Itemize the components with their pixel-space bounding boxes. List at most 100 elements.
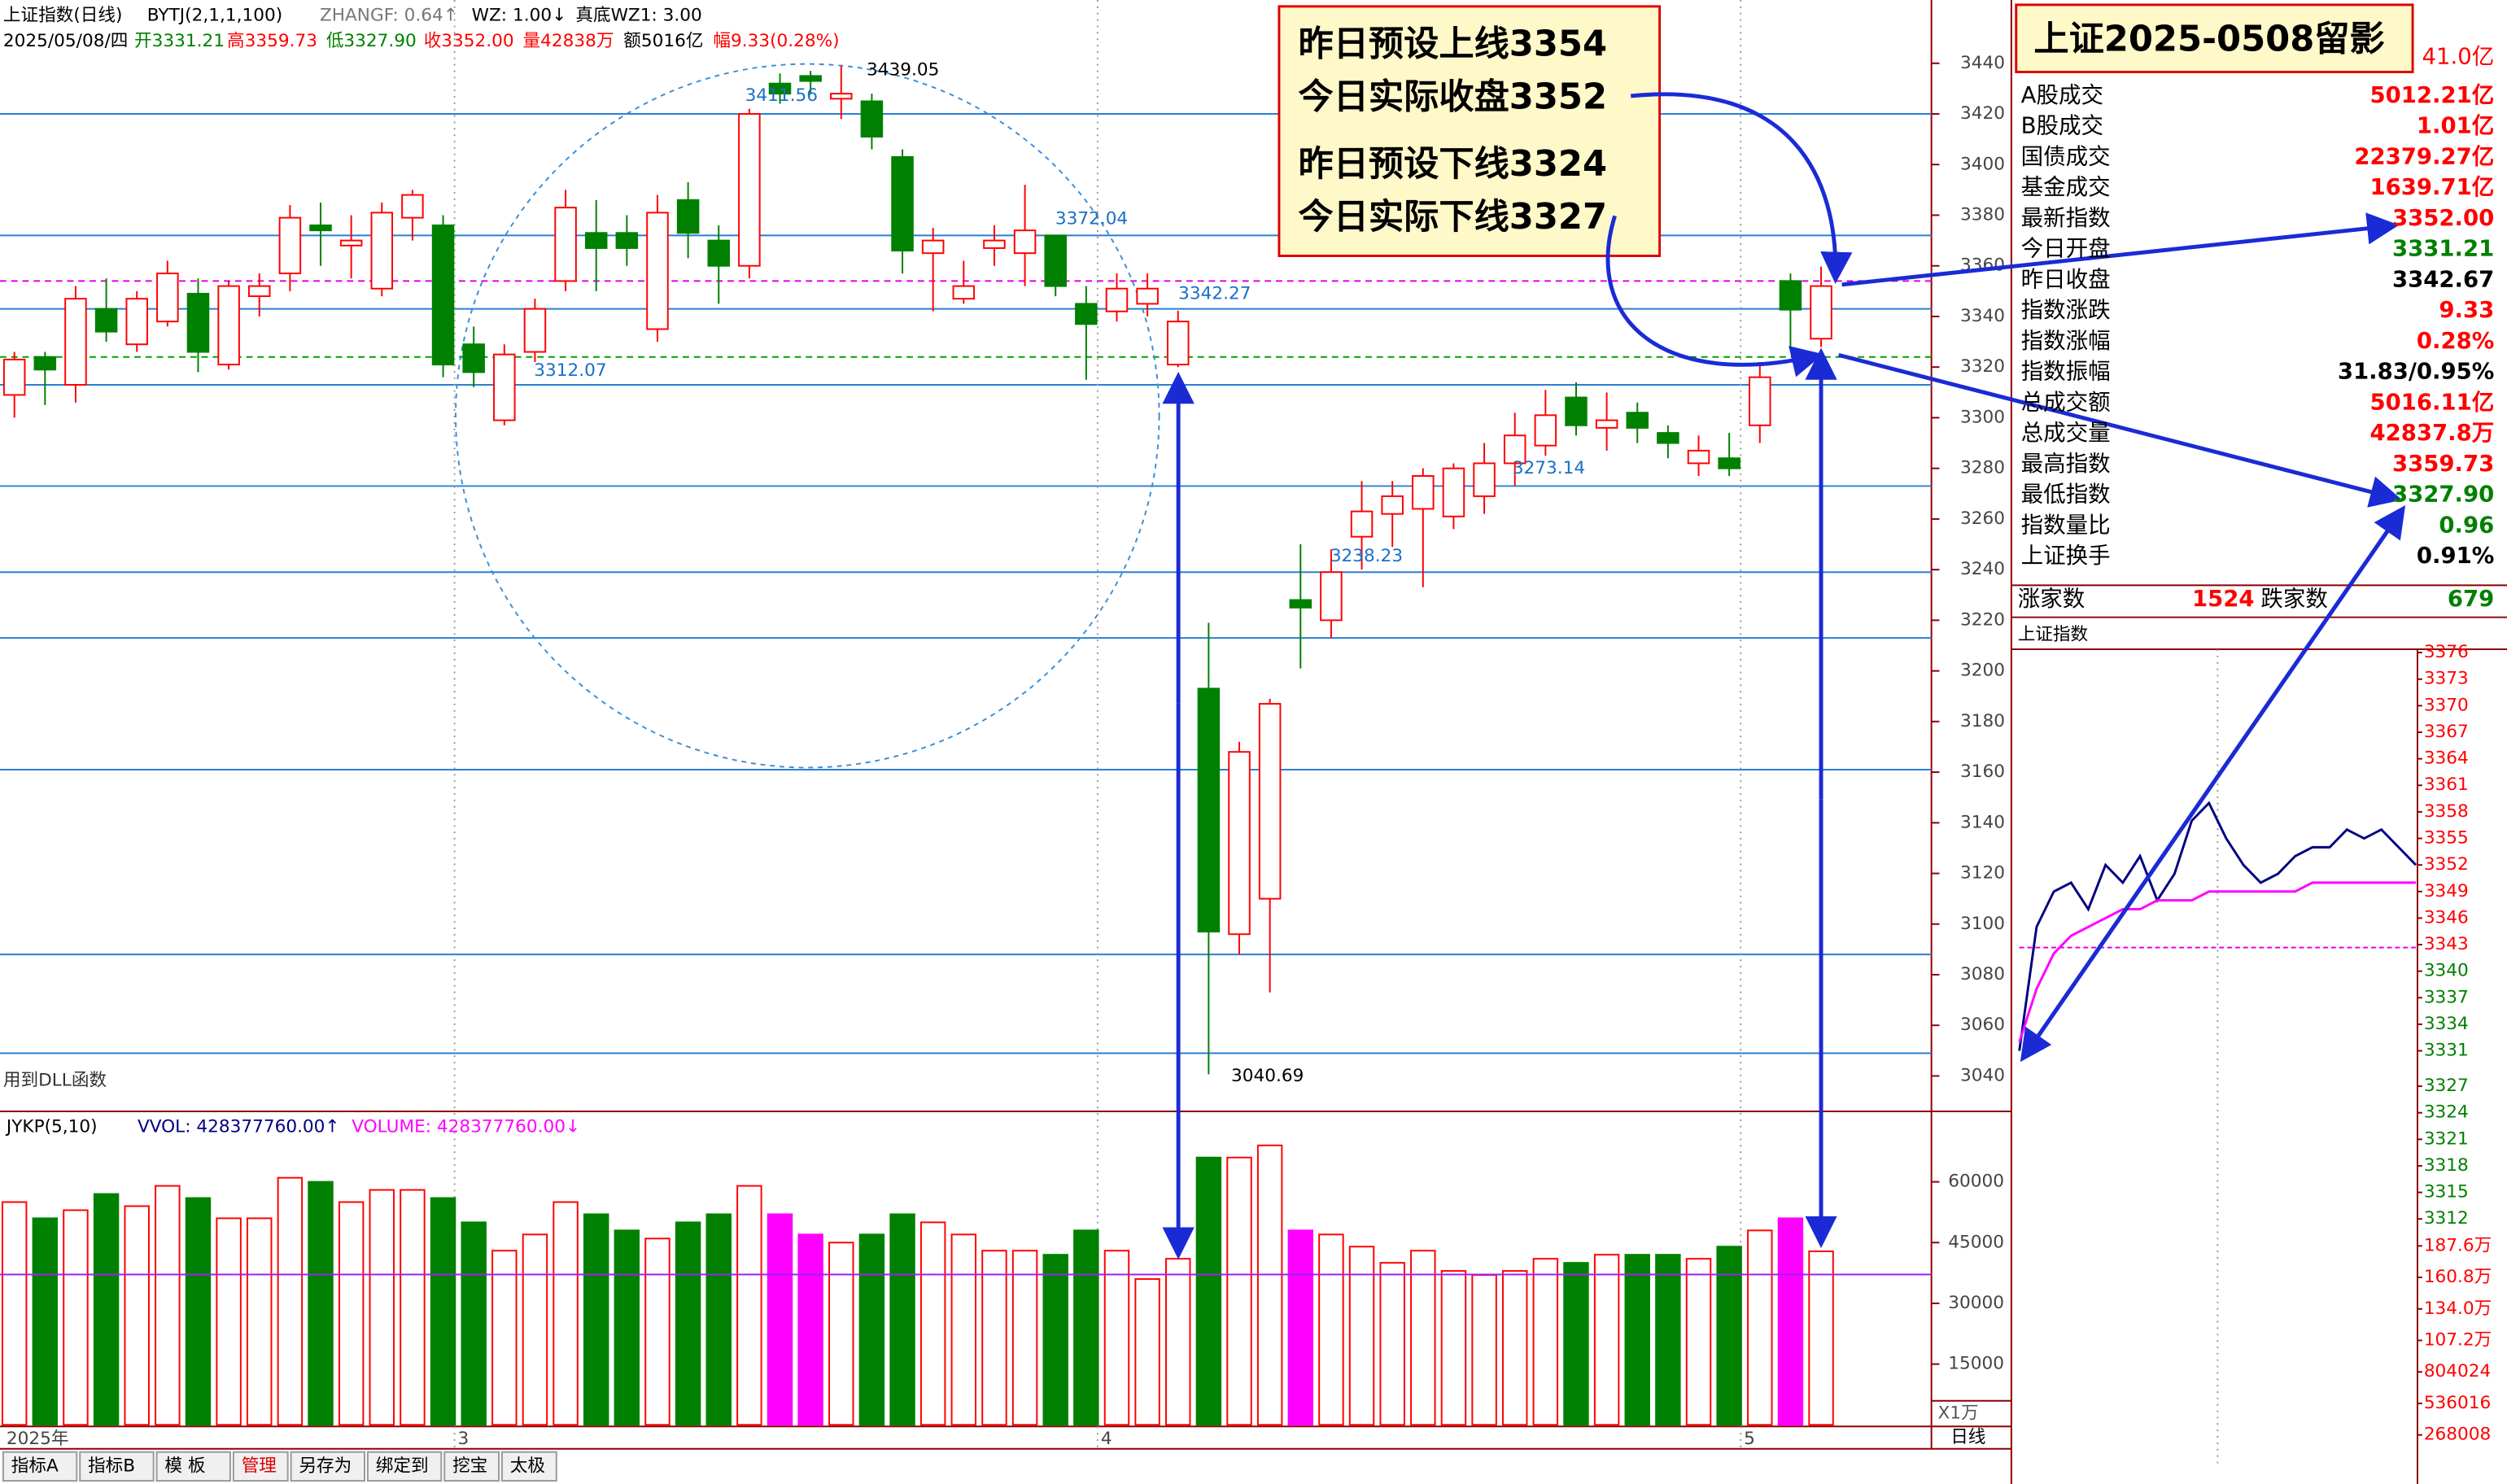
header-name: 上证指数(日线) xyxy=(3,6,123,26)
header-close: 收3352.00 xyxy=(424,31,514,51)
header-high: 高3359.73 xyxy=(227,31,317,51)
y-tick-label: 3343 xyxy=(2424,934,2469,954)
note-line: 今日实际下线3327 xyxy=(1299,197,1608,238)
toolbar-button[interactable] xyxy=(232,1451,289,1482)
panel-label: 总成交量 xyxy=(2021,420,2111,446)
toolbar-button[interactable] xyxy=(2,1451,78,1482)
header-indicator: BYTJ(2,1,1,100) xyxy=(147,6,282,26)
panel-value: 0.96 xyxy=(2439,512,2494,538)
volume-bar xyxy=(705,1213,732,1426)
toolbar-button[interactable] xyxy=(290,1451,365,1482)
y-tick-label: 3355 xyxy=(2424,828,2469,849)
y-tick-label: 3376 xyxy=(2424,642,2469,662)
candle-body xyxy=(952,285,976,300)
price-annotation: 3411.56 xyxy=(745,85,818,106)
x-tick-label: 4 xyxy=(1101,1429,1112,1449)
toolbar-label[interactable]: 挖宝 xyxy=(452,1456,487,1476)
candle-body xyxy=(1044,234,1067,287)
y-tick-label: 3140 xyxy=(1960,812,2005,832)
y-tick-label: 3315 xyxy=(2424,1182,2469,1202)
candle-body xyxy=(676,199,700,234)
toolbar-label[interactable]: 另存为 xyxy=(299,1456,352,1476)
volume-bar xyxy=(1655,1254,1681,1426)
candle-body xyxy=(830,93,853,100)
panel-label: 指数量比 xyxy=(2021,512,2111,538)
candle-body xyxy=(1565,396,1588,426)
panel-label: 基金成交 xyxy=(2021,174,2111,200)
volume-bar xyxy=(1226,1156,1252,1426)
y2-tick-label: 107.2万 xyxy=(2424,1330,2492,1351)
toolbar-label[interactable]: 指标A xyxy=(11,1456,59,1476)
toolbar-label[interactable]: 模 板 xyxy=(164,1456,205,1476)
candle-body xyxy=(615,232,639,249)
volume-bar xyxy=(338,1201,365,1426)
y-tick-label: 3358 xyxy=(2424,801,2469,822)
volume-bar xyxy=(124,1205,150,1426)
toolbar-label[interactable]: 绑定到 xyxy=(376,1456,429,1476)
candle-body xyxy=(64,298,87,386)
y2-tick-label: 160.8万 xyxy=(2424,1267,2492,1287)
candle-body xyxy=(1258,703,1282,900)
panel-value: 1.01亿 xyxy=(2417,113,2494,139)
volume-bar xyxy=(1195,1156,1222,1426)
y-tick-label: 3361 xyxy=(2424,775,2469,795)
volume-bar xyxy=(1134,1278,1160,1426)
candle-body xyxy=(431,224,455,366)
price-annotation: 3312.07 xyxy=(534,360,606,381)
y-tick-label: 60000 xyxy=(1948,1172,2004,1192)
volume-bar xyxy=(644,1237,670,1426)
candle-body xyxy=(860,100,884,138)
candle-body xyxy=(462,343,485,373)
y-tick-label: 3312 xyxy=(2424,1208,2469,1229)
title-frame xyxy=(2015,3,2414,73)
toolbar-label[interactable]: 太极 xyxy=(510,1456,545,1476)
panel-value: 0.91% xyxy=(2417,543,2494,569)
panel-label: A股成交 xyxy=(2021,82,2103,108)
y-tick-label: 3380 xyxy=(1960,204,2005,225)
y-tick-label: 3240 xyxy=(1960,559,2005,579)
volume-bar xyxy=(1318,1233,1344,1426)
candle-body xyxy=(186,292,210,353)
y-tick-label: 3327 xyxy=(2424,1076,2469,1096)
panel-label: 指数涨幅 xyxy=(2021,328,2111,354)
price-annotation: 3273.14 xyxy=(1513,458,1585,478)
volume-bar xyxy=(1624,1254,1650,1426)
volume-bar xyxy=(1532,1258,1559,1426)
candle-body xyxy=(1718,457,1740,469)
y-tick-label: 3260 xyxy=(1960,508,2005,529)
toolbar-button[interactable] xyxy=(443,1451,500,1482)
toolbar-label[interactable]: 管理 xyxy=(242,1456,277,1476)
y-tick-label: 3320 xyxy=(1960,356,2005,377)
candle-body xyxy=(554,207,577,282)
volume-bar xyxy=(1042,1254,1068,1426)
y-tick-label: 3318 xyxy=(2424,1155,2469,1176)
toolbar-button[interactable] xyxy=(501,1451,557,1482)
note-box: 昨日预设上线3354 今日实际收盘3352 昨日预设下线3324 今日实际下线3… xyxy=(1278,5,1662,257)
price-annotation: 3372.04 xyxy=(1055,208,1128,229)
x-tick-label: 5 xyxy=(1744,1429,1755,1449)
toolbar-label[interactable]: 指标B xyxy=(88,1456,135,1476)
header-open: 开3331.21 xyxy=(134,31,225,51)
y-tick-label: 3334 xyxy=(2424,1014,2469,1034)
intraday-line xyxy=(2018,881,2416,1043)
volume-bar xyxy=(1563,1262,1589,1426)
panel-value: 3352.00 xyxy=(2392,205,2494,231)
volume-bar xyxy=(277,1176,304,1426)
y-tick-label: 3200 xyxy=(1960,661,2005,681)
volume-bar xyxy=(1073,1229,1099,1426)
candle-body xyxy=(1779,280,1802,311)
candle-body xyxy=(309,224,332,232)
volume-bar xyxy=(369,1189,395,1426)
x-tick-label: 3 xyxy=(458,1429,470,1449)
candle-body xyxy=(983,239,1006,249)
toolbar-button[interactable] xyxy=(79,1451,155,1482)
toolbar-button[interactable] xyxy=(155,1451,231,1482)
toolbar-button[interactable] xyxy=(366,1451,443,1482)
candle-body xyxy=(217,285,240,366)
volume-bar xyxy=(400,1189,426,1426)
candle-body xyxy=(738,113,761,267)
panel: 41.0亿 涨家数 1524 跌家数 679 上证指数 A股成交 5012.21亿… xyxy=(2018,44,2495,645)
period[interactable]: 日线 xyxy=(1950,1427,1985,1447)
